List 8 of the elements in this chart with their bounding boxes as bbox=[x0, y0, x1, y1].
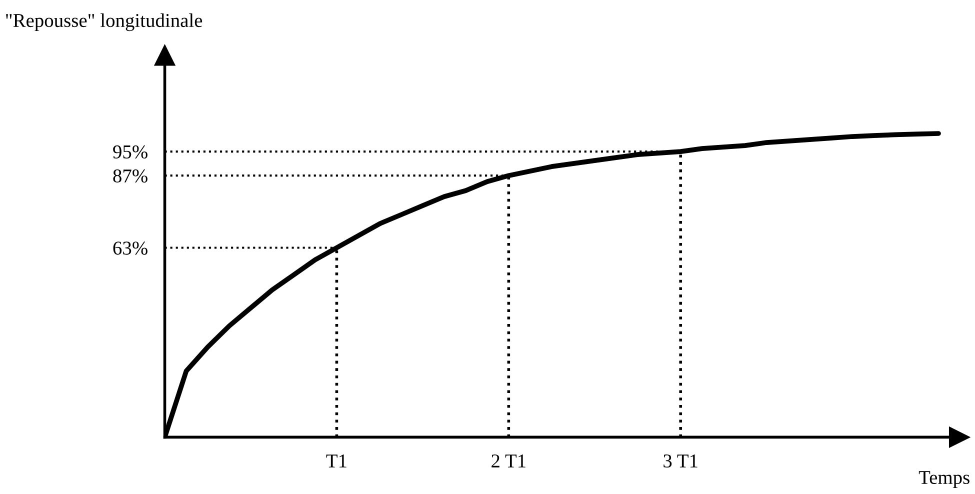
x-tick-label: 2 T1 bbox=[492, 454, 526, 468]
x-tick-label: T1 bbox=[326, 454, 346, 468]
x-axis-title: Temps bbox=[918, 471, 970, 488]
y-tick-label: 63% bbox=[113, 242, 148, 255]
x-tick-label: 3 T1 bbox=[664, 454, 698, 468]
y-axis-title: "Repousse" longitudinale bbox=[6, 13, 202, 32]
y-tick-label: 95% bbox=[113, 145, 148, 159]
y-tick-label: 87% bbox=[113, 169, 148, 183]
